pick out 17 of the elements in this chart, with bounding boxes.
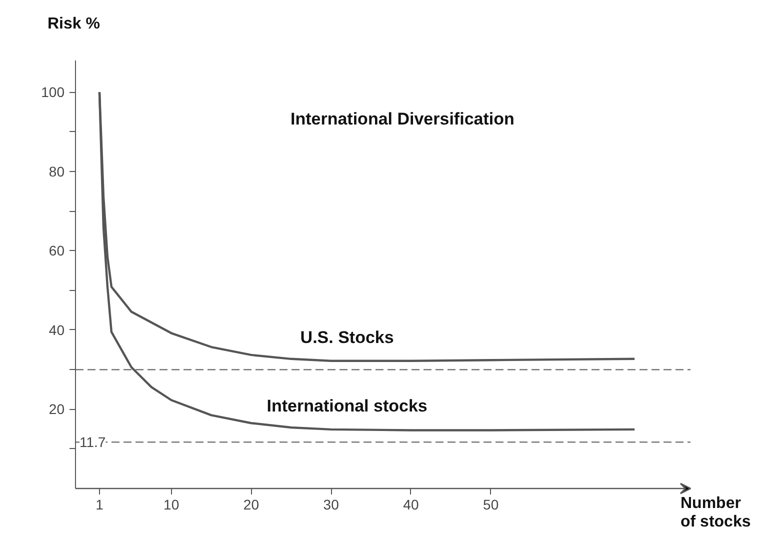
y-tick-label: 60 bbox=[48, 242, 65, 259]
x-tick-label: 1 bbox=[96, 496, 104, 512]
ref-line-label: 11.7 bbox=[79, 434, 106, 450]
x-tick-label: 10 bbox=[164, 496, 180, 512]
y-tick-label: 100 bbox=[41, 84, 65, 100]
y-tick-label: 40 bbox=[48, 322, 65, 338]
x-tick-label: 50 bbox=[483, 496, 499, 512]
series-label: U.S. Stocks bbox=[300, 328, 394, 348]
series-label: International stocks bbox=[266, 396, 428, 416]
x-axis-title: Number of stocks bbox=[680, 494, 751, 530]
x-tick-label: 40 bbox=[403, 496, 419, 512]
x-tick-label: 20 bbox=[243, 496, 260, 512]
y-tick-label: 80 bbox=[48, 163, 65, 180]
y-tick-label: 20 bbox=[48, 401, 65, 418]
y-axis-title: Risk % bbox=[48, 16, 100, 32]
x-tick-label: 30 bbox=[323, 496, 340, 512]
text: International Diversification bbox=[290, 110, 514, 128]
